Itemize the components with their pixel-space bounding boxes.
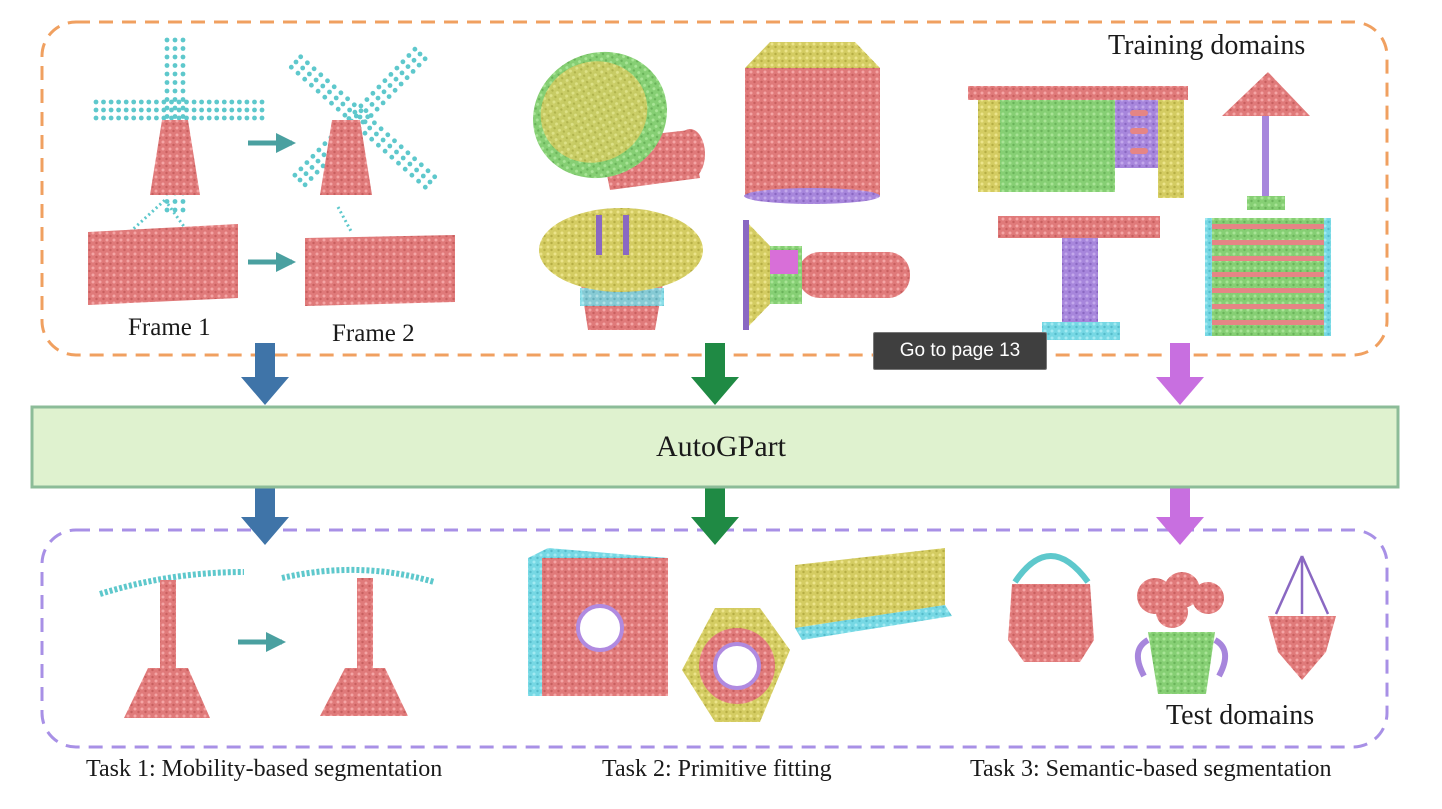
task1-label: Task 1: Mobility-based segmentation (86, 756, 443, 782)
test-mobility-frame2 (281, 566, 435, 716)
task3-arrow-down-top (1156, 343, 1204, 405)
lamp-object (1222, 72, 1310, 210)
test-primitive-hex-nut (682, 608, 790, 722)
shelf-object (1205, 218, 1331, 336)
basket-frame1 (88, 198, 238, 305)
basket-frame2 (305, 206, 455, 306)
go-to-page-tooltip[interactable]: Go to page 13 (873, 332, 1047, 370)
training-domains-box (40, 20, 1389, 357)
frame2-label: Frame 2 (332, 320, 415, 347)
table-object (998, 216, 1160, 340)
windmill-frame2 (288, 46, 438, 195)
test-flowerpot-object (1135, 572, 1228, 694)
task3-arrow-down-bottom (1156, 483, 1204, 545)
task2-arrow-down-top (691, 343, 739, 405)
test-mobility-frame1 (99, 569, 245, 718)
frame1-label: Frame 1 (128, 314, 211, 341)
desk-object (968, 86, 1188, 198)
task3-label: Task 3: Semantic-based segmentation (970, 756, 1332, 782)
primitive-shape-cylinder (744, 42, 880, 204)
primitive-shape-mushroom (539, 208, 703, 330)
windmill-frame1 (93, 37, 265, 213)
test-domains-box (40, 528, 1389, 749)
autogpart-label-row: AutoGPart (0, 430, 1442, 470)
test-basket-object (1008, 553, 1094, 662)
task2-label: Task 2: Primitive fitting (602, 756, 832, 782)
task1-arrow-down-top (241, 343, 289, 405)
task1-arrow-down-bottom (241, 483, 289, 545)
autogpart-label: AutoGPart (656, 430, 786, 463)
primitive-shape-bolt (743, 220, 910, 330)
training-domains-label: Training domains (1108, 30, 1306, 61)
task2-arrow-down-bottom (691, 483, 739, 545)
autogpart-bar (30, 405, 1400, 489)
test-primitive-angle (795, 548, 952, 640)
test-domains-label: Test domains (1166, 700, 1315, 731)
test-hanging-planter-object (1268, 555, 1336, 680)
test-primitive-plate (528, 548, 668, 696)
primitive-shape-disk (533, 51, 705, 190)
